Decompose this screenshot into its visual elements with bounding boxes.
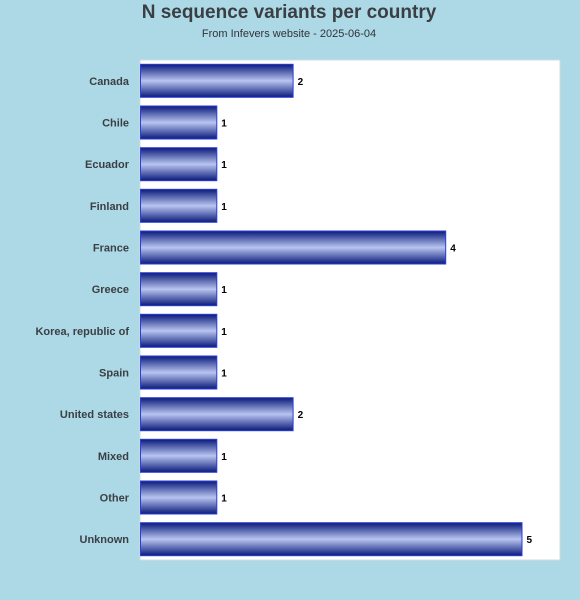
bar-finland bbox=[140, 188, 218, 223]
bar-other bbox=[140, 480, 218, 515]
bar-greece bbox=[140, 272, 218, 307]
bar-canada bbox=[140, 63, 294, 98]
value-label: 2 bbox=[298, 410, 304, 421]
bar-unknown bbox=[140, 522, 523, 557]
plot-area bbox=[139, 59, 561, 561]
bar-spain bbox=[140, 355, 218, 390]
category-label: Other bbox=[100, 493, 130, 505]
category-label: Unknown bbox=[80, 534, 130, 546]
bar-chile bbox=[140, 105, 218, 140]
value-label: 1 bbox=[221, 119, 227, 130]
category-label: Ecuador bbox=[85, 159, 130, 171]
bar-group: Canada 2 Chile 1 Ecuador 1 Finland 1 France 4 Gree… bbox=[35, 63, 533, 557]
category-label: United states bbox=[60, 409, 129, 421]
value-label: 1 bbox=[221, 160, 227, 171]
chart-title: N sequence variants per country bbox=[141, 2, 437, 23]
value-label: 2 bbox=[298, 77, 304, 88]
value-label: 1 bbox=[221, 494, 227, 505]
category-label: Chile bbox=[102, 118, 129, 130]
category-label: Canada bbox=[89, 76, 130, 88]
value-label: 1 bbox=[221, 202, 227, 213]
chart-subtitle: From Infevers website - 2025-06-04 bbox=[201, 28, 377, 40]
bar-france bbox=[140, 230, 447, 265]
bar-ecuador bbox=[140, 147, 218, 182]
category-label: Korea, republic of bbox=[35, 326, 129, 338]
bar-korea-republic-of bbox=[140, 313, 218, 348]
category-label: Finland bbox=[90, 201, 129, 213]
category-label: Spain bbox=[99, 368, 129, 380]
bar-united-states bbox=[140, 397, 294, 432]
value-label: 1 bbox=[221, 452, 227, 463]
value-label: 1 bbox=[221, 369, 227, 380]
bar-mixed bbox=[140, 438, 218, 473]
value-label: 1 bbox=[221, 285, 227, 296]
value-label: 4 bbox=[450, 244, 456, 255]
category-label: Mixed bbox=[98, 451, 129, 463]
value-label: 1 bbox=[221, 327, 227, 338]
value-label: 5 bbox=[527, 535, 533, 546]
category-label: Greece bbox=[92, 284, 129, 296]
category-label: France bbox=[93, 243, 129, 255]
